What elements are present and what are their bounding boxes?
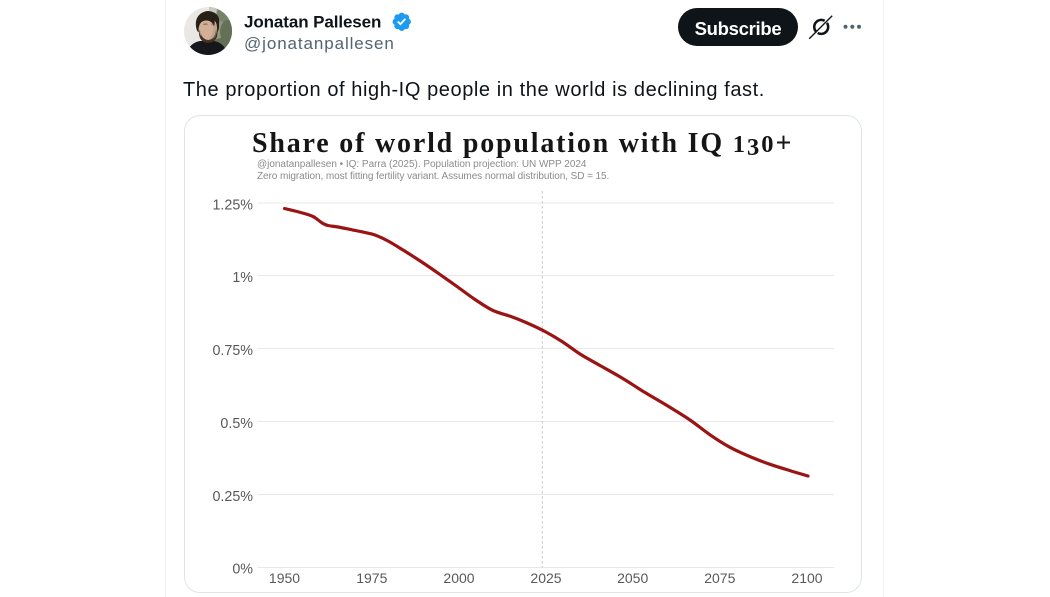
svg-text:2075: 2075 — [704, 570, 735, 586]
svg-text:0.25%: 0.25% — [212, 489, 253, 505]
svg-text:0.75%: 0.75% — [212, 343, 253, 359]
svg-text:2025: 2025 — [530, 570, 561, 586]
svg-text:0%: 0% — [232, 562, 253, 578]
svg-text:2050: 2050 — [617, 570, 648, 586]
svg-text:1%: 1% — [232, 270, 253, 286]
svg-text:2000: 2000 — [443, 570, 474, 586]
svg-text:1975: 1975 — [356, 570, 387, 586]
svg-text:0.5%: 0.5% — [220, 416, 253, 432]
svg-text:1950: 1950 — [269, 570, 300, 586]
svg-text:2100: 2100 — [791, 570, 822, 586]
svg-text:1.25%: 1.25% — [212, 198, 253, 214]
